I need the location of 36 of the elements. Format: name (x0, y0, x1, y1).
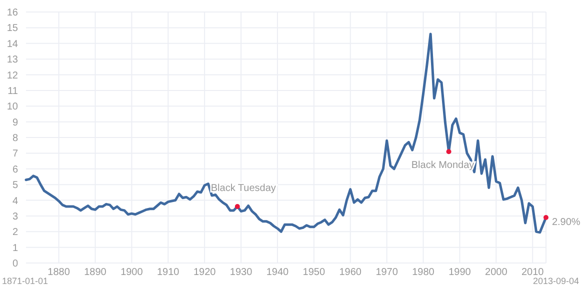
y-tick-label: 14 (6, 38, 18, 50)
x-tick-label: 1940 (266, 267, 290, 278)
x-tick-label: 1930 (230, 267, 253, 278)
x-tick-label: 1950 (302, 267, 326, 278)
y-tick-label: 12 (6, 70, 18, 82)
x-tick-label: 1960 (339, 267, 362, 278)
x-tick-label: 1890 (84, 267, 107, 278)
y-tick-label: 1 (12, 242, 18, 254)
line-series (24, 32, 548, 234)
y-tick-label: 5 (12, 180, 18, 192)
x-tick-label: 2010 (521, 267, 544, 278)
y-tick-label: 3 (12, 211, 18, 222)
annotation: Black Tuesday (210, 183, 276, 194)
x-tick-label: 1910 (157, 267, 180, 278)
y-tick-label: 11 (8, 86, 18, 97)
x-tick-label: 1920 (193, 267, 216, 278)
x-tick-label: 1980 (412, 267, 435, 278)
x-tick-label: 1990 (448, 267, 472, 278)
y-tick-label: 13 (6, 54, 18, 66)
y-tick-label: 16 (6, 8, 18, 18)
y-tick-label: 10 (6, 102, 18, 113)
y-tick-label: 2 (12, 227, 18, 238)
x-tick-label: 1880 (48, 267, 70, 278)
y-tick-label: 0 (12, 258, 18, 270)
y-tick-label: 7 (12, 148, 18, 160)
text: 1871-01-01 (2, 276, 48, 286)
y-tick-label: 15 (6, 23, 18, 34)
y-tick-label: 8 (12, 133, 18, 144)
text: 2013-09-04 (532, 276, 579, 286)
y-tick-label: 9 (12, 117, 18, 128)
x-tick-label: 1900 (120, 267, 144, 278)
y-tick-label: 4 (12, 196, 18, 207)
x-tick-label: 1970 (376, 267, 398, 278)
annotation: 2.90% (552, 217, 580, 228)
y-tick-label: 6 (12, 164, 18, 176)
x-tick-label: 2000 (485, 267, 508, 278)
